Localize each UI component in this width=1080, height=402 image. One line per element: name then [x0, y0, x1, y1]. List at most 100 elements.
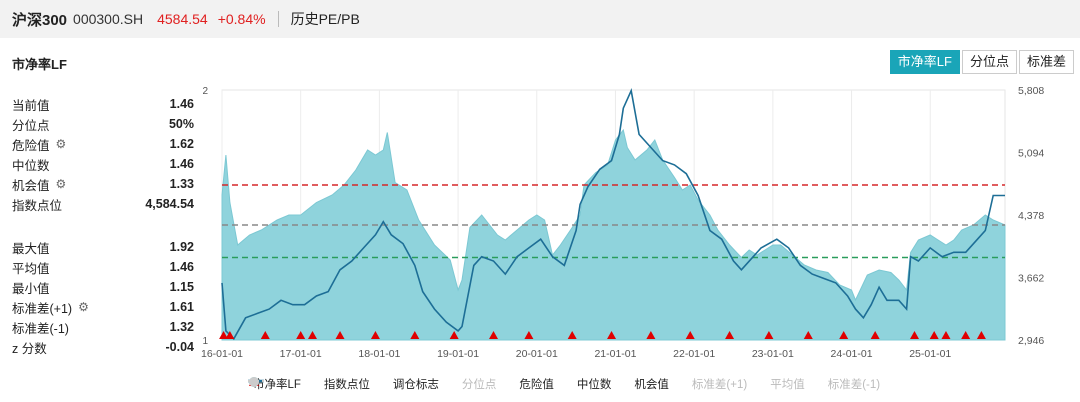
- stat-row-mean: 平均值 1.46: [12, 257, 194, 277]
- index-name[interactable]: 沪深300: [12, 11, 68, 29]
- x-tick-label: 19-01-01: [437, 348, 479, 360]
- rebalance-marker: [410, 331, 420, 339]
- stat-row-std-plus: 标准差(+1) ⚙ 1.61: [12, 297, 194, 317]
- x-tick-label: 25-01-01: [909, 348, 951, 360]
- stat-label: 分位点: [12, 118, 50, 133]
- rebalance-marker: [260, 331, 270, 339]
- legend-label: 危险值: [519, 379, 554, 391]
- pb-area-series: [221, 128, 1006, 341]
- stat-value: -0.04: [165, 340, 195, 354]
- rebalance-marker: [335, 331, 345, 339]
- x-tick-label: 20-01-01: [516, 348, 558, 360]
- stat-row-danger: 危险值 ⚙ 1.62: [12, 134, 194, 154]
- stat-row-percentile: 分位点 50%: [12, 114, 194, 134]
- stat-row-std-minus: 标准差(-1) 1.32: [12, 317, 194, 337]
- legend-item[interactable]: 指数点位: [248, 376, 370, 392]
- metric-toggle: 市净率LF 分位点 标准差: [888, 50, 1074, 74]
- metric-title: 市净率LF: [12, 57, 67, 72]
- legend-item[interactable]: 标准差(+1): [248, 376, 748, 392]
- stat-label: 标准差(-1): [12, 321, 69, 336]
- chart-legend: 市净率LF 指数点位 调仓标志 分位点 危险值 中位数 机会值 标准差(+1) 平均值 标准差(-…: [248, 376, 898, 392]
- legend-label: 平均值: [770, 379, 805, 391]
- rebalance-marker: [803, 331, 813, 339]
- legend-label: 市净率LF: [253, 379, 301, 391]
- legend-item[interactable]: 调仓标志: [249, 376, 439, 392]
- history-pe-pb-tab[interactable]: 历史PE/PB: [290, 11, 360, 27]
- y-right-tick-label: 5,808: [1018, 85, 1044, 97]
- stat-label: 最小值: [12, 281, 50, 296]
- main-panel: 市净率LF 市净率LF 分位点 标准差 当前值 1.46 分位点 50% 危险值 ⚙ 1…: [0, 38, 1080, 402]
- stat-label: 危险值: [12, 138, 50, 153]
- stat-value: 1.61: [169, 300, 194, 314]
- legend-label: 分位点: [461, 379, 497, 391]
- toggle-percentile-button[interactable]: 分位点: [961, 50, 1017, 74]
- x-tick-label: 23-01-01: [752, 348, 794, 360]
- rebalance-marker: [910, 331, 920, 339]
- gear-icon[interactable]: ⚙: [55, 137, 67, 151]
- stat-label: 机会值: [12, 178, 50, 193]
- stat-row-min: 最小值 1.15: [12, 277, 194, 297]
- rebalance-marker: [296, 331, 306, 339]
- legend-label: 调仓标志: [392, 379, 439, 391]
- rebalance-marker: [488, 331, 498, 339]
- stat-row-zscore: z 分数 -0.04: [12, 337, 194, 357]
- legend-label: 中位数: [576, 379, 612, 391]
- stat-value: 1.92: [169, 240, 194, 254]
- stat-value: 50%: [168, 117, 194, 131]
- stat-row-max: 最大值 1.92: [12, 237, 194, 257]
- legend-item[interactable]: 机会值: [248, 376, 669, 392]
- stat-value: 1.32: [169, 320, 194, 334]
- rebalance-marker: [685, 331, 695, 339]
- legend-label: 标准差(-1): [827, 379, 881, 391]
- rebalance-marker: [307, 331, 317, 339]
- stat-row-current: 当前值 1.46: [12, 94, 194, 114]
- x-tick-label: 24-01-01: [831, 348, 873, 360]
- rebalance-marker: [524, 331, 534, 339]
- legend-item[interactable]: 分位点: [249, 376, 497, 392]
- stat-label: z 分数: [12, 341, 47, 356]
- legend-label: 指数点位: [323, 379, 370, 391]
- y-right-tick-label: 4,378: [1018, 210, 1044, 222]
- stat-value: 1.62: [169, 137, 194, 151]
- pb-chart[interactable]: 2 1 5,808 5,094 4,378 3,662 2,946 16-01-01 17-01…: [0, 38, 1080, 368]
- index-change: +0.84%: [217, 11, 266, 27]
- top-header: 沪深300 000300.SH 4584.54 +0.84% 历史PE/PB: [0, 0, 1080, 38]
- y-left-tick-label: 1: [202, 336, 208, 347]
- stat-label: 最大值: [12, 241, 50, 256]
- x-tick-label: 21-01-01: [594, 348, 636, 360]
- index-price: 4584.54: [157, 11, 208, 27]
- toggle-stddev-button[interactable]: 标准差: [1018, 50, 1074, 74]
- legend-item[interactable]: 标准差(-1): [248, 376, 881, 392]
- header-divider: [277, 11, 279, 27]
- rebalance-marker: [225, 331, 235, 339]
- rebalance-marker: [567, 331, 577, 339]
- legend-label: 机会值: [634, 379, 669, 391]
- x-tick-label: 17-01-01: [280, 348, 322, 360]
- stat-label: 中位数: [12, 158, 50, 173]
- legend-item[interactable]: 中位数: [248, 376, 612, 392]
- stats-panel: 当前值 1.46 分位点 50% 危险值 ⚙ 1.62 中位数 1.46 机会值 ⚙ 1.33…: [12, 94, 194, 357]
- y-right-tick-label: 2,946: [1018, 335, 1044, 347]
- gear-icon[interactable]: ⚙: [78, 300, 89, 314]
- stat-row-opportunity: 机会值 ⚙ 1.33: [12, 174, 194, 194]
- stat-label: 平均值: [12, 261, 50, 276]
- rebalance-marker: [929, 331, 939, 339]
- stat-value: 1.46: [169, 157, 194, 171]
- stat-label: 指数点位: [12, 198, 63, 213]
- x-tick-label: 22-01-01: [673, 348, 715, 360]
- rebalance-marker: [764, 331, 774, 339]
- rebalance-marker: [725, 331, 735, 339]
- gear-icon[interactable]: ⚙: [55, 177, 67, 191]
- legend-item[interactable]: 危险值: [248, 376, 554, 392]
- toggle-pb-button[interactable]: 市净率LF: [889, 50, 960, 74]
- stat-row-index-level: 指数点位 4,584.54: [12, 194, 194, 214]
- index-line-series: [221, 88, 1005, 341]
- y-right-tick-label: 5,094: [1018, 148, 1044, 160]
- index-code: 000300.SH: [73, 11, 144, 27]
- legend-label: 标准差(+1): [691, 379, 748, 391]
- stat-value: 4,584.54: [145, 197, 194, 211]
- rebalance-marker: [961, 331, 971, 339]
- rebalance-marker: [839, 331, 849, 339]
- legend-item[interactable]: 平均值: [248, 376, 805, 392]
- rebalance-marker: [607, 331, 617, 339]
